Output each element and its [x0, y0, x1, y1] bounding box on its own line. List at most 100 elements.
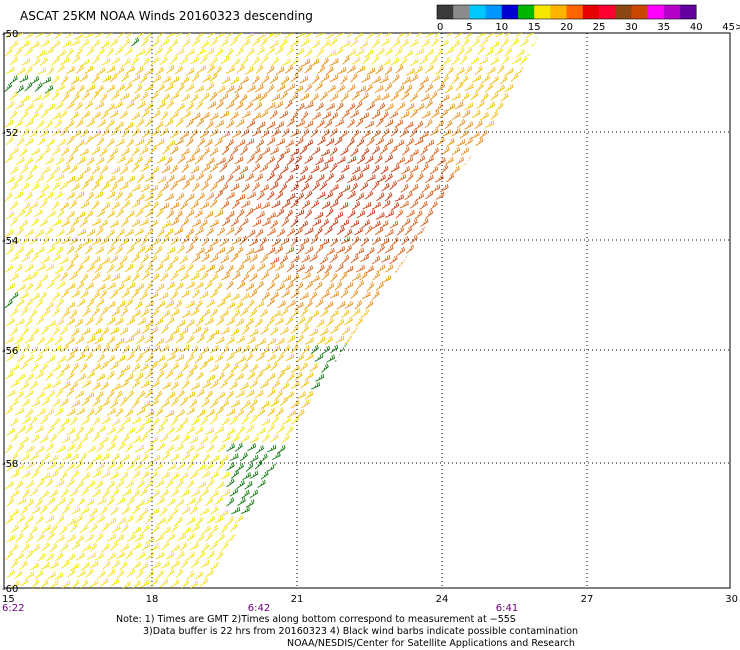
wind-barb — [525, 211, 536, 219]
wind-barb — [421, 524, 430, 535]
wind-barb — [530, 57, 540, 66]
wind-barb — [56, 138, 66, 148]
wind-barb — [225, 210, 235, 219]
wind-barb — [185, 102, 195, 112]
wind-barb — [249, 524, 258, 534]
wind-barb — [186, 335, 195, 344]
wind-barb — [534, 81, 540, 92]
wind-barb — [504, 137, 513, 147]
note-line-2: 3)Data buffer is 22 hrs from 20160323 4)… — [143, 626, 579, 637]
wind-barb — [485, 371, 495, 380]
wind-barb — [394, 119, 404, 128]
wind-barb — [290, 38, 300, 47]
wind-barb — [295, 353, 305, 363]
wind-barb — [80, 58, 90, 67]
wind-barb — [509, 129, 518, 139]
wind-barb — [425, 316, 434, 326]
wind-barb — [102, 74, 112, 83]
wind-barb — [189, 580, 199, 588]
wind-barb — [451, 291, 460, 301]
wind-barb — [225, 48, 234, 58]
wind-barb — [101, 202, 111, 211]
wind-barb — [154, 191, 163, 201]
wind-barb — [515, 48, 525, 57]
wind-barb — [55, 534, 65, 543]
latitude-label: -60 — [2, 584, 18, 595]
wind-barb — [60, 542, 69, 552]
wind-barb — [200, 326, 209, 336]
wind-barb — [120, 454, 130, 463]
wind-barb — [519, 344, 529, 353]
wind-barb — [66, 478, 75, 488]
wind-barb — [456, 497, 466, 506]
wind-barb — [536, 570, 540, 580]
wind-barb — [106, 245, 115, 255]
wind-barb — [355, 533, 364, 543]
wind-barb — [434, 443, 443, 454]
wind-barb — [45, 515, 55, 524]
wind-barb — [342, 542, 351, 552]
wind-barb — [452, 398, 461, 408]
wind-barb — [10, 489, 20, 498]
wind-barb — [142, 417, 152, 426]
wind-barb — [520, 182, 529, 192]
wind-barb — [315, 373, 325, 382]
wind-barb — [535, 298, 540, 308]
wind-barb — [384, 282, 394, 292]
wind-barb — [191, 524, 200, 533]
wind-barb — [410, 561, 419, 571]
wind-barb — [429, 200, 438, 211]
wind-barb — [96, 298, 105, 308]
wind-barb — [334, 46, 344, 56]
wind-barb — [109, 38, 118, 47]
wind-barb — [446, 244, 455, 254]
wind-barb — [525, 64, 534, 74]
wind-barb — [352, 417, 361, 427]
wind-barb — [446, 571, 456, 580]
wind-barb — [336, 84, 346, 93]
wind-barb — [260, 325, 269, 335]
wind-barb — [385, 480, 394, 489]
wind-barb — [51, 272, 61, 282]
wind-barb — [536, 407, 540, 416]
wind-barb — [514, 299, 524, 308]
wind-barb — [267, 463, 277, 472]
wind-barb — [55, 318, 65, 327]
wind-barb — [16, 67, 26, 76]
wind-barb — [80, 273, 89, 283]
wind-barb — [456, 570, 465, 580]
wind-barb — [92, 469, 102, 478]
wind-barb — [9, 110, 18, 120]
wind-barb — [449, 524, 458, 534]
wind-barb — [99, 436, 109, 445]
wind-barb — [337, 442, 346, 452]
wind-barb — [115, 121, 124, 130]
wind-barb — [165, 551, 175, 560]
wind-barb — [121, 217, 129, 228]
wind-barb — [400, 39, 409, 48]
wind-barb — [464, 33, 473, 40]
wind-barb — [97, 119, 106, 128]
wind-barb — [249, 237, 259, 247]
wind-barb — [115, 190, 123, 201]
wind-barb — [486, 101, 496, 110]
wind-barb — [155, 407, 164, 417]
wind-barb — [309, 398, 318, 408]
wind-barb — [141, 470, 150, 480]
wind-barb — [207, 64, 215, 74]
wind-barb — [425, 228, 433, 238]
wind-barb — [260, 109, 269, 119]
wind-barb — [210, 433, 218, 444]
wind-barb — [475, 82, 484, 92]
wind-barb — [52, 398, 61, 408]
wind-barb — [156, 355, 165, 363]
wind-barb — [356, 279, 365, 290]
wind-barb — [295, 192, 305, 202]
wind-barb — [525, 246, 535, 255]
wind-barb — [460, 488, 469, 497]
wind-barb — [335, 173, 345, 183]
wind-barb — [204, 532, 213, 542]
wind-barb — [435, 532, 445, 542]
wind-barb — [280, 75, 290, 85]
wind-barb — [69, 523, 78, 533]
